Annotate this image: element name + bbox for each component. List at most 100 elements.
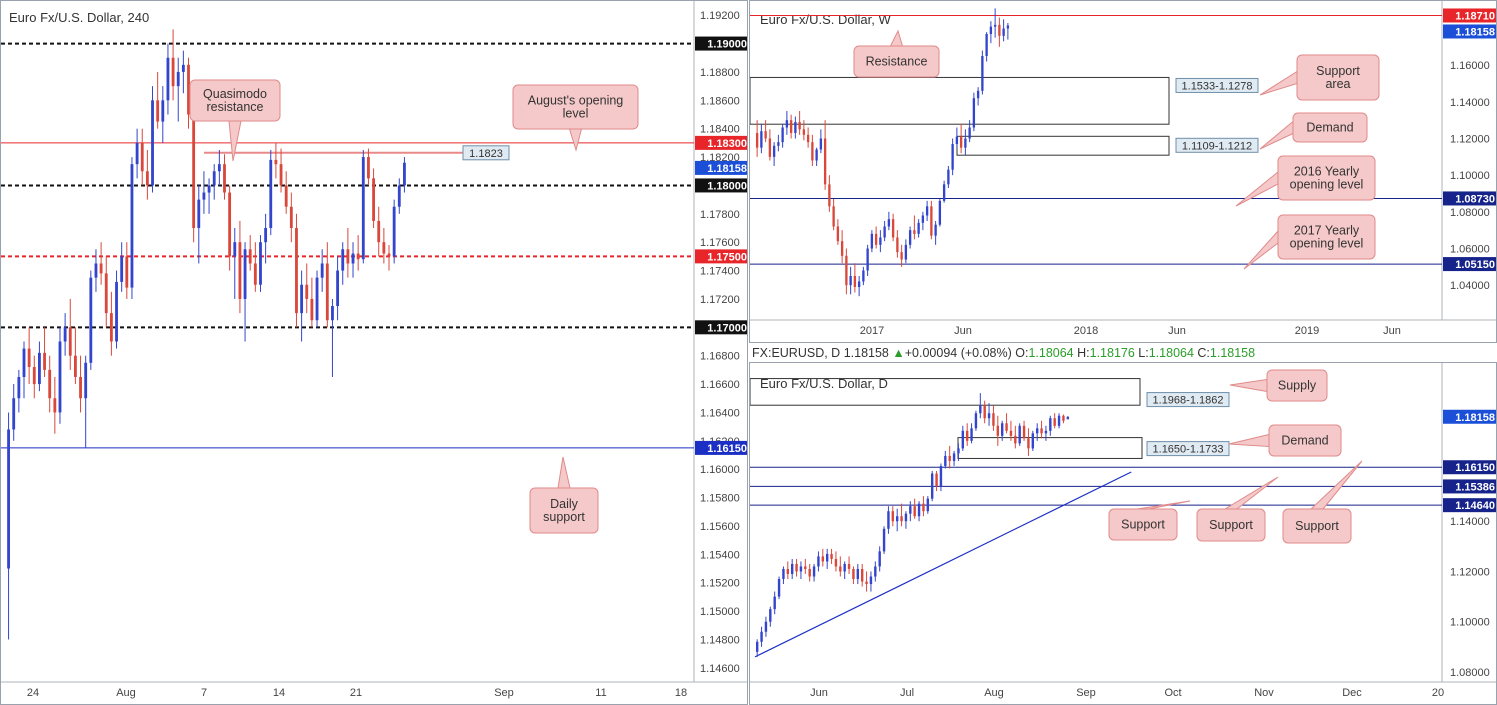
- h4-candle: [325, 263, 329, 321]
- daily-level-price-label-bg: [1443, 479, 1496, 494]
- weekly-candle: [904, 244, 908, 260]
- h4-candle: [181, 64, 185, 72]
- weekly-zone-label: 1.1109-1.1212: [1182, 140, 1252, 152]
- daily-candle: [974, 413, 978, 429]
- h4-candle: [94, 263, 98, 278]
- daily-candle: [1049, 418, 1052, 431]
- weekly-x-tick-label: 2019: [1295, 325, 1319, 337]
- daily-candle: [952, 453, 956, 461]
- weekly-2017-callout-box: [1277, 214, 1376, 260]
- h4-level-price-label: 1.18000: [707, 180, 747, 192]
- h4-candle: [161, 100, 165, 122]
- daily-x-tick-label: Oct: [1164, 687, 1181, 699]
- weekly-candle: [976, 90, 980, 99]
- h4-candle: [115, 281, 118, 342]
- weekly-candle: [989, 26, 993, 34]
- daily-zone-label: 1.1650-1.1733: [1153, 444, 1224, 456]
- weekly-zone-label-bg: [1175, 137, 1259, 153]
- weekly-chart-svg[interactable]: 1.04000 1.06000 1.08000 1.10000 1.12000 1.140…: [750, 1, 1496, 342]
- weekly-candle: [845, 255, 848, 286]
- h4-candle: [38, 352, 41, 385]
- h4-candle: [140, 142, 144, 172]
- h4-level-price-label-bg: [695, 320, 747, 335]
- daily-zone-box: [750, 378, 1141, 406]
- weekly-candle: [828, 184, 831, 207]
- h4-y-tick-label: 1.18600: [700, 95, 740, 107]
- daily-candle: [935, 473, 938, 487]
- h4-candle: [12, 398, 16, 430]
- weekly-candle: [896, 237, 899, 253]
- daily-x-tick-label: 20: [1432, 687, 1444, 699]
- daily-level-price-label: 1.14640: [1455, 500, 1495, 512]
- h4-candle: [243, 249, 247, 299]
- h4-x-tick-label: 7: [201, 687, 207, 699]
- weekly-candle: [1002, 28, 1005, 36]
- h4-y-tick-label: 1.17400: [700, 266, 740, 278]
- daily-chart-panel[interactable]: Euro Fx/U.S. Dollar, D 1.08000 1.10000 1.1…: [749, 362, 1497, 705]
- daily-candle: [948, 455, 951, 461]
- h4-candle: [253, 263, 257, 285]
- weekly-zone-label-bg: [1175, 77, 1259, 93]
- h4-level-price-label-bg: [695, 440, 747, 455]
- daily-chart-title: Euro Fx/U.S. Dollar, D: [760, 376, 888, 391]
- weekly-candle: [993, 24, 997, 27]
- h4-august-callout-box: [512, 84, 639, 130]
- daily-candle: [799, 566, 803, 572]
- h4-candle: [212, 171, 216, 186]
- weekly-candle: [964, 138, 967, 148]
- weekly-candle: [981, 56, 984, 91]
- daily-candle: [987, 413, 991, 419]
- h4-y-tick-label: 1.15800: [700, 493, 740, 505]
- daily-candle: [957, 448, 960, 454]
- h4-candle: [130, 164, 134, 288]
- daily-candle: [825, 553, 829, 562]
- h4-candle: [367, 157, 370, 179]
- daily-candle: [1053, 418, 1056, 426]
- daily-last-price-label-bg: [1443, 409, 1496, 424]
- weekly-candle: [955, 136, 959, 144]
- h4-level-price-label-bg: [695, 178, 747, 193]
- daily-level-price-label-bg: [1443, 460, 1496, 475]
- h4-y-tick-label: 1.15400: [700, 549, 740, 561]
- h4-candle: [392, 206, 396, 257]
- weekly-2016-callout-text: opening level: [1290, 178, 1364, 192]
- weekly-level-price-label-bg: [1443, 257, 1496, 272]
- weekly-candle: [900, 252, 903, 260]
- h4-level-price-label: 1.18300: [707, 138, 747, 150]
- daily-demand-callout-text: Demand: [1281, 434, 1328, 448]
- ohlc-high-label: H:: [1077, 346, 1090, 360]
- h4-daily-support-callout-box: [529, 487, 599, 534]
- weekly-support-area-callout-box: [1296, 54, 1380, 101]
- h4-candle: [89, 277, 93, 363]
- h4-chart-panel[interactable]: Euro Fx/U.S. Dollar, 240 1.14600 1.14800 1…: [0, 0, 748, 705]
- h4-y-tick-label: 1.19200: [700, 10, 740, 22]
- daily-candle: [930, 473, 934, 499]
- weekly-demand-callout-text: Demand: [1306, 121, 1353, 135]
- daily-candle: [860, 568, 864, 582]
- h4-y-tick-label: 1.17600: [700, 237, 740, 249]
- daily-candle: [834, 558, 838, 567]
- h4-candle: [397, 185, 401, 207]
- weekly-2017-callout-pointer: [1243, 229, 1279, 270]
- weekly-candle: [802, 129, 806, 135]
- weekly-x-tick-label: 2017: [860, 325, 884, 337]
- weekly-chart-panel[interactable]: Euro Fx/U.S. Dollar, W 1.04000 1.06000 1.0…: [749, 0, 1497, 343]
- weekly-candle: [789, 120, 793, 133]
- h4-chart-svg[interactable]: 1.14600 1.14800 1.15000 1.15200 1.15400 1.156…: [1, 1, 747, 704]
- h4-x-tick-label: 24: [27, 687, 39, 699]
- daily-x-tick-label: Dec: [1342, 687, 1362, 699]
- weekly-candle: [849, 276, 852, 286]
- weekly-zone-label: 1.1533-1.1278: [1182, 80, 1253, 92]
- weekly-2016-callout-text: 2016 Yearly: [1294, 165, 1360, 179]
- daily-supply-callout-text: Supply: [1278, 379, 1317, 393]
- daily-candle: [904, 513, 908, 522]
- h4-level-price-label-bg: [695, 36, 747, 51]
- h4-candle: [361, 157, 365, 260]
- h4-candle: [372, 178, 375, 221]
- daily-chart-svg[interactable]: 1.08000 1.10000 1.12000 1.14000 Jun Jul Aug Sep…: [750, 363, 1496, 704]
- h4-candle: [264, 228, 268, 243]
- h4-quasimodo-callout-text: resistance: [207, 100, 264, 114]
- daily-candle: [1035, 428, 1039, 434]
- weekly-candle: [938, 200, 942, 225]
- weekly-candle: [755, 133, 759, 148]
